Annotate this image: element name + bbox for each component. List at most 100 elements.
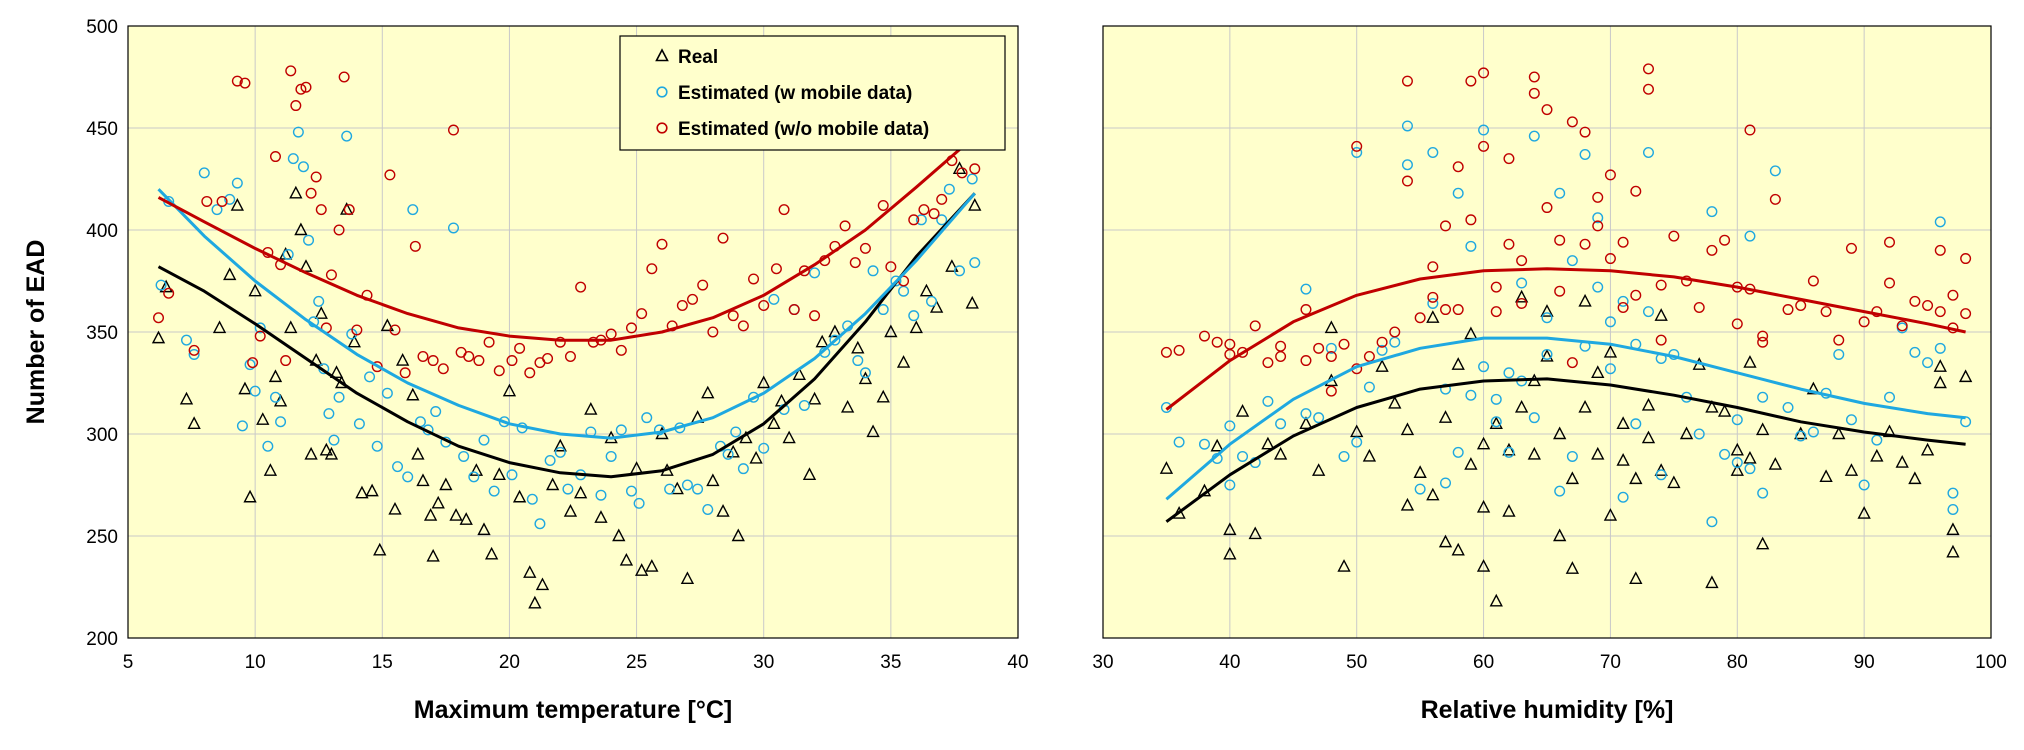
x-tick-label: 40 [1007,652,1028,673]
point-real [1553,426,1567,440]
point-estimated-w-mobile-data [364,371,376,383]
point-estimated-w-o-mobile-data [310,171,322,183]
point-estimated-w-mobile-data [1604,363,1616,375]
point-real [635,563,649,576]
point-estimated-w-mobile-data [313,295,325,307]
point-real [1946,544,1960,558]
point-estimated-w-o-mobile-data [656,238,668,250]
point-estimated-w-mobile-data [1198,438,1210,450]
point-estimated-w-o-mobile-data [1198,330,1210,342]
point-estimated-w-o-mobile-data [427,355,439,367]
point-estimated-w-o-mobile-data [646,263,658,275]
point-estimated-w-o-mobile-data [315,204,327,216]
point-real [1895,455,1909,468]
point-estimated-w-o-mobile-data [1503,153,1515,165]
point-real [1362,448,1377,462]
point-estimated-w-mobile-data [1465,389,1477,401]
point-real [840,399,855,413]
point-estimated-w-mobile-data [1465,240,1477,252]
point-estimated-w-o-mobile-data [163,287,175,299]
point-real [792,367,806,381]
point-estimated-w-o-mobile-data [1262,357,1274,369]
point-estimated-w-mobile-data [236,420,248,432]
point-real [1502,504,1516,517]
trendline-estimated-w-mobile-data [157,188,976,440]
point-real [1743,355,1757,368]
point-estimated-w-mobile-data [1604,316,1616,328]
point-estimated-w-mobile-data [1858,479,1870,491]
point-real [289,185,303,199]
point-estimated-w-o-mobile-data [1604,169,1616,181]
point-real [1502,442,1516,456]
point-estimated-w-o-mobile-data [188,344,200,356]
point-real [492,467,506,480]
point-estimated-w-mobile-data [211,204,223,216]
point-real [223,267,237,281]
point-estimated-w-o-mobile-data [1884,236,1896,248]
point-estimated-w-mobile-data [1401,120,1413,132]
plot-border [1102,25,1992,639]
legend-label-estimated-w-o-mobile-data: Estimated (w/o mobile data) [678,119,929,140]
point-estimated-w-o-mobile-data [1313,342,1325,354]
point-estimated-w-mobile-data [1845,414,1857,426]
point-real [1870,448,1884,462]
point-estimated-w-mobile-data [926,295,938,307]
point-real [1375,359,1389,372]
point-estimated-w-mobile-data [692,483,704,495]
point-real [1514,289,1529,303]
point-estimated-w-o-mobile-data [384,169,396,181]
trendline-real [1165,377,1966,523]
point-estimated-w-mobile-data [877,304,889,316]
point-estimated-w-mobile-data [371,440,383,452]
point-estimated-w-mobile-data [1566,255,1578,267]
point-estimated-w-mobile-data [554,446,566,458]
point-estimated-w-mobile-data [1757,391,1769,403]
point-real [1844,463,1859,476]
point-estimated-w-o-mobile-data [1490,281,1502,293]
point-estimated-w-o-mobile-data [1554,285,1566,297]
point-estimated-w-o-mobile-data [697,279,709,291]
point-estimated-w-o-mobile-data [1960,308,1972,320]
point-real [802,467,817,480]
point-estimated-w-o-mobile-data [1300,304,1312,316]
point-real [212,320,227,334]
point-estimated-w-mobile-data [244,359,256,371]
point-real [1591,446,1605,460]
point-real [1476,436,1491,450]
point-estimated-w-o-mobile-data [1401,175,1413,187]
point-real [329,365,344,378]
point-estimated-w-o-mobile-data [1719,234,1731,246]
point-estimated-w-mobile-data [1731,414,1743,426]
point-estimated-w-mobile-data [605,450,617,462]
point-estimated-w-o-mobile-data [1414,312,1426,324]
point-estimated-w-o-mobile-data [437,363,449,375]
point-real [680,571,695,585]
point-real [416,473,430,487]
point-estimated-w-o-mobile-data [1655,279,1667,291]
point-real [1210,438,1224,452]
point-estimated-w-mobile-data [702,503,714,515]
point-estimated-w-o-mobile-data [1452,304,1464,316]
point-estimated-w-mobile-data [809,267,821,279]
point-real [355,485,369,499]
point-real [1743,450,1757,464]
point-estimated-w-o-mobile-data [788,304,800,316]
point-estimated-w-mobile-data [1528,412,1540,424]
point-real [757,375,771,389]
point-estimated-w-mobile-data [1947,503,1959,515]
point-estimated-w-o-mobile-data [1858,316,1870,328]
point-estimated-w-mobile-data [1642,306,1654,318]
point-estimated-w-o-mobile-data [1478,67,1490,79]
point-real [502,383,517,397]
point-estimated-w-o-mobile-data [1922,299,1934,311]
point-estimated-w-o-mobile-data [1896,320,1908,332]
point-real [395,353,410,366]
point-estimated-w-o-mobile-data [389,324,401,336]
point-estimated-w-o-mobile-data [1541,104,1553,116]
point-estimated-w-mobile-data [954,265,966,277]
point-estimated-w-mobile-data [737,463,749,475]
point-real [1350,424,1364,438]
legend-label-real: Real [678,47,718,68]
point-estimated-w-o-mobile-data [1528,71,1540,83]
